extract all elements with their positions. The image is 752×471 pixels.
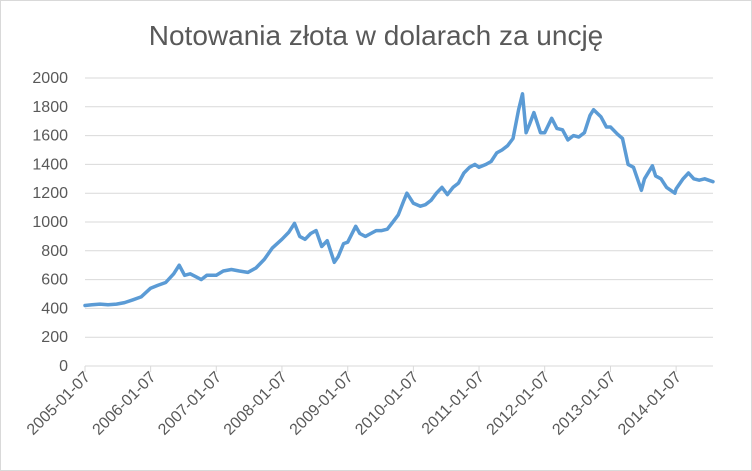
- y-tick-label: 0: [59, 358, 68, 375]
- x-tick-label: 2008-01-07: [221, 369, 291, 439]
- x-tick-label: 2006-01-07: [90, 369, 160, 439]
- y-tick-label: 800: [41, 243, 68, 260]
- x-tick-label: 2014-01-07: [615, 369, 685, 439]
- x-tick-label: 2005-01-07: [24, 369, 94, 439]
- y-tick-label: 1400: [32, 156, 68, 173]
- x-tick-label: 2013-01-07: [549, 369, 619, 439]
- y-tick-label: 1000: [32, 214, 68, 231]
- y-tick-label: 1800: [32, 99, 68, 116]
- x-tick-label: 2011-01-07: [419, 369, 488, 438]
- chart-title: Notowania złota w dolarach za uncję: [148, 20, 604, 51]
- x-tick-label: 2007-01-07: [155, 369, 225, 439]
- y-tick-label: 600: [41, 272, 68, 289]
- y-tick-label: 1200: [32, 185, 68, 202]
- y-tick-label: 200: [41, 329, 68, 346]
- y-tick-label: 1600: [32, 128, 68, 145]
- y-tick-label: 2000: [32, 70, 68, 87]
- x-tick-label: 2012-01-07: [484, 369, 554, 439]
- series-line-gold-price: [83, 92, 715, 308]
- x-tick-label: 2009-01-07: [287, 369, 357, 439]
- y-tick-label: 400: [41, 300, 68, 317]
- x-tick-label: 2010-01-07: [352, 369, 422, 439]
